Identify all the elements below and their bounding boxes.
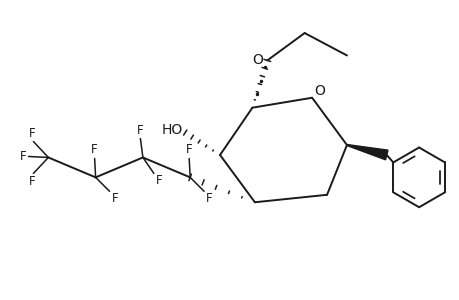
Text: F: F <box>28 127 35 140</box>
Text: F: F <box>20 150 26 163</box>
Polygon shape <box>346 145 387 160</box>
Text: O: O <box>252 53 263 68</box>
Text: F: F <box>156 174 162 188</box>
Text: F: F <box>137 124 143 136</box>
Text: F: F <box>206 192 212 205</box>
Text: F: F <box>28 176 35 188</box>
Text: O: O <box>313 84 325 98</box>
Text: F: F <box>112 192 118 205</box>
Text: HO: HO <box>161 123 182 137</box>
Text: F: F <box>185 143 192 157</box>
Text: F: F <box>91 143 98 157</box>
